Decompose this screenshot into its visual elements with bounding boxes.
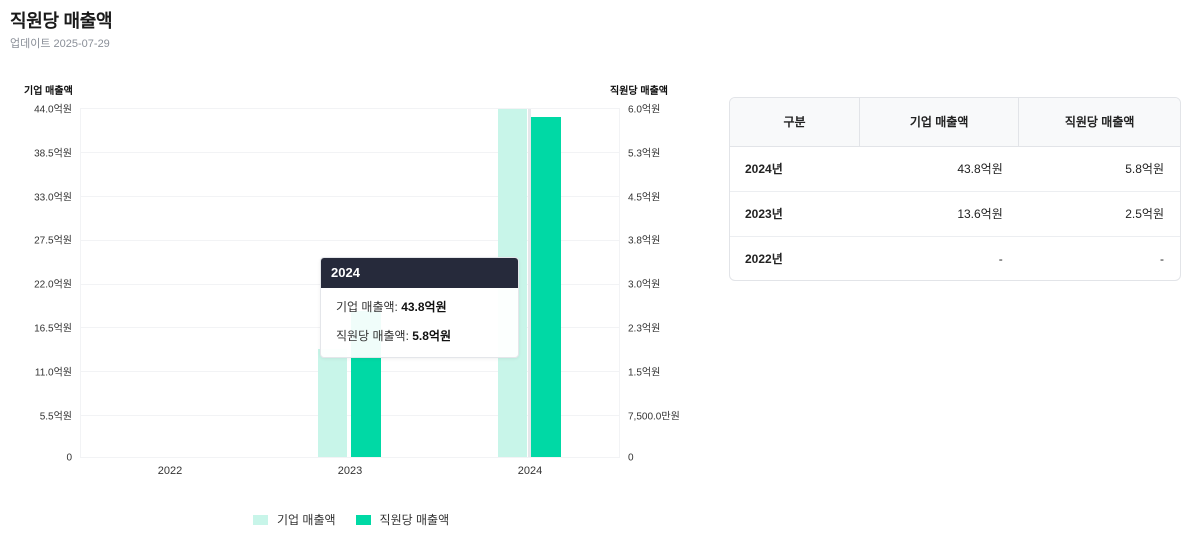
gridline xyxy=(81,152,619,153)
legend-swatch-emp xyxy=(355,514,371,525)
legend-item-corp[interactable]: 기업 매출액 xyxy=(253,511,336,528)
row-emp-revenue: 5.8억원 xyxy=(1018,146,1180,192)
right-tick: 0 xyxy=(628,452,634,464)
right-tick: 5.3억원 xyxy=(628,148,661,160)
right-tick: 6.0억원 xyxy=(628,104,661,116)
tooltip-emp-label: 직원당 매출액: xyxy=(336,329,413,343)
row-corp-revenue: 43.8억원 xyxy=(859,146,1019,192)
gridline xyxy=(81,196,619,197)
tooltip-title: 2024 xyxy=(321,258,518,288)
x-tick: 2023 xyxy=(337,465,363,477)
revenue-chart: 기업 매출액 직원당 매출액 44.0억원 38.5억원 33.0억원 27.5… xyxy=(0,75,700,538)
right-tick: 3.0억원 xyxy=(628,279,661,291)
updated-date: 업데이트 2025-07-29 xyxy=(10,38,110,50)
row-year: 2024년 xyxy=(730,146,860,192)
right-tick: 3.8억원 xyxy=(628,235,661,247)
left-tick: 16.5억원 xyxy=(34,323,72,335)
right-tick: 7,500.0만원 xyxy=(628,411,680,423)
tooltip-corp-row: 기업 매출액: 43.8억원 xyxy=(321,293,518,322)
table-header-row: 구분 기업 매출액 직원당 매출액 xyxy=(730,98,1180,147)
left-tick: 33.0억원 xyxy=(34,192,72,204)
row-corp-revenue: 13.6억원 xyxy=(859,191,1019,237)
left-tick: 38.5억원 xyxy=(34,148,72,160)
row-year: 2023년 xyxy=(730,191,860,237)
bar-2023-corp[interactable] xyxy=(318,349,347,457)
x-tick: 2024 xyxy=(517,465,543,477)
tooltip-emp-value: 5.8억원 xyxy=(412,329,452,343)
hover-cursor xyxy=(528,109,531,457)
row-corp-revenue: - xyxy=(998,251,1003,266)
legend-label-emp: 직원당 매출액 xyxy=(379,513,450,527)
gridline xyxy=(81,240,619,241)
right-tick: 4.5억원 xyxy=(628,192,661,204)
chart-legend: 기업 매출액 직원당 매출액 xyxy=(253,511,469,528)
left-tick: 27.5억원 xyxy=(34,235,72,247)
right-axis-title: 직원당 매출액 xyxy=(610,86,668,97)
row-emp-revenue: - xyxy=(1160,251,1164,266)
left-tick: 44.0억원 xyxy=(34,104,72,116)
row-year: 2022년 xyxy=(745,252,783,267)
left-tick: 22.0억원 xyxy=(34,279,72,291)
table-row: 2024년 43.8억원 5.8억원 xyxy=(730,146,1180,192)
left-tick: 11.0억원 xyxy=(34,367,72,379)
header-corp-revenue: 기업 매출액 xyxy=(858,98,1019,147)
legend-swatch-corp xyxy=(253,514,268,525)
page-title: 직원당 매출액 xyxy=(10,11,113,31)
legend-label-corp: 기업 매출액 xyxy=(277,513,336,527)
x-tick: 2022 xyxy=(157,465,183,477)
plot-area[interactable] xyxy=(80,108,620,458)
header-emp-revenue: 직원당 매출액 xyxy=(1018,98,1180,147)
gridline xyxy=(81,415,619,416)
legend-item-emp[interactable]: 직원당 매출액 xyxy=(355,511,450,528)
tooltip-corp-value: 43.8억원 xyxy=(401,300,447,314)
left-tick: 0 xyxy=(66,452,72,464)
gridline xyxy=(81,371,619,372)
left-axis-title: 기업 매출액 xyxy=(24,86,73,97)
chart-tooltip: 2024 기업 매출액: 43.8억원 직원당 매출액: 5.8억원 xyxy=(320,257,519,358)
tooltip-corp-label: 기업 매출액: xyxy=(336,300,402,314)
revenue-table: 구분 기업 매출액 직원당 매출액 2024년 43.8억원 5.8억원 202… xyxy=(729,97,1181,281)
table-row: 2023년 13.6억원 2.5억원 xyxy=(730,191,1180,237)
table-row: 2022년 - - xyxy=(730,236,1180,280)
row-emp-revenue: 2.5억원 xyxy=(1018,191,1180,237)
bar-2024-emp[interactable] xyxy=(531,117,561,457)
right-tick: 1.5억원 xyxy=(628,367,661,379)
header-category: 구분 xyxy=(730,98,860,147)
tooltip-emp-row: 직원당 매출액: 5.8억원 xyxy=(321,322,518,351)
right-tick: 2.3억원 xyxy=(628,323,661,335)
left-tick: 5.5억원 xyxy=(39,411,72,423)
